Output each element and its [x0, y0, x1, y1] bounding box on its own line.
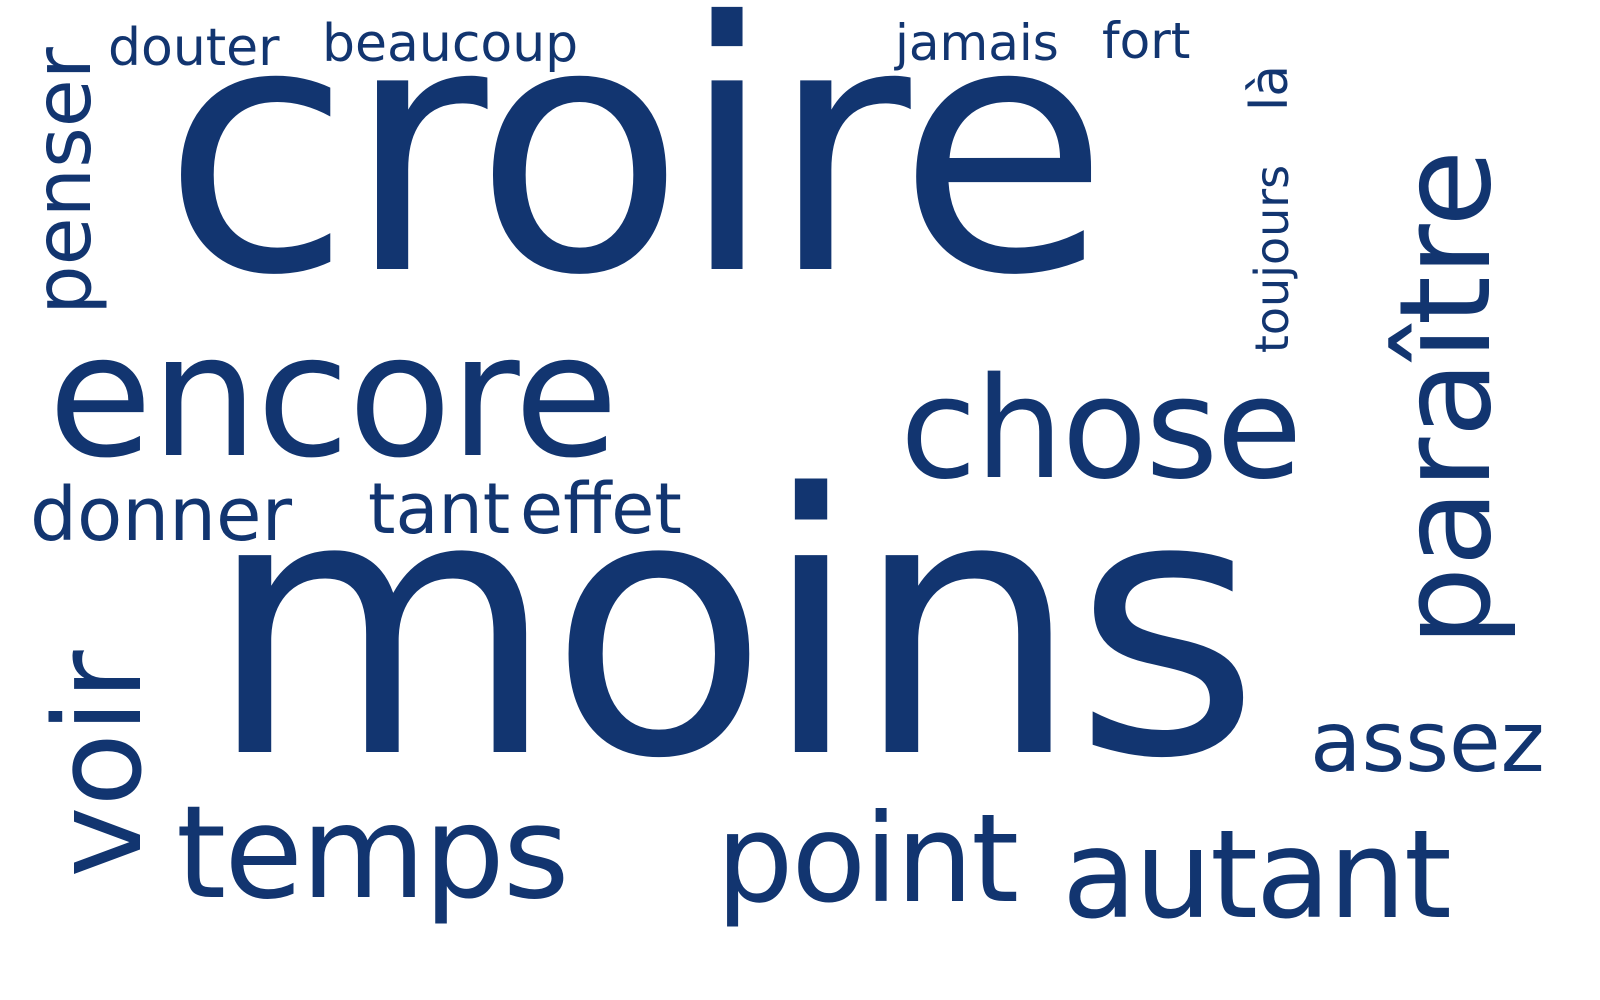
word-voir: voir [30, 650, 169, 878]
word-croire: croire [162, 0, 1109, 351]
word-assez: assez [1310, 693, 1545, 791]
word-tant: tant [368, 468, 511, 550]
word-effet: effet [520, 468, 682, 550]
word-penser: penser [19, 47, 109, 315]
word-donner: donner [30, 472, 292, 558]
word-moins: moins [206, 418, 1261, 837]
word-point: point [716, 788, 1019, 930]
word-la: là [1240, 64, 1300, 112]
word-douter: douter [108, 18, 280, 78]
word-fort: fort [1102, 12, 1191, 70]
word-beaucoup: beaucoup [322, 14, 579, 74]
word-chose: chose [900, 348, 1302, 511]
word-temps: temps [176, 779, 570, 928]
word-toujours: toujours [1245, 164, 1299, 354]
word-autant: autant [1062, 804, 1452, 946]
word-encore: encore [48, 298, 619, 496]
word-paraitre: paraître [1372, 149, 1519, 647]
word-jamais: jamais [895, 14, 1059, 72]
